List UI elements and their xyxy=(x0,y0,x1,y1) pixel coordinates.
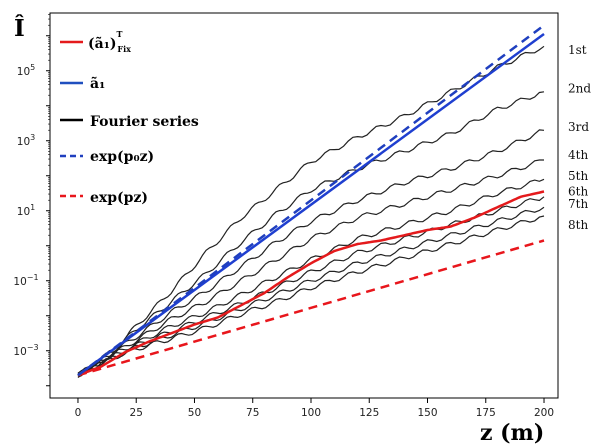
order-label: 3rd xyxy=(568,120,589,134)
order-label: 6th xyxy=(568,185,588,199)
x-tick-label: 50 xyxy=(188,407,201,419)
x-tick-label: 75 xyxy=(246,407,259,419)
y-tick-label: 101 xyxy=(17,203,35,218)
legend-sub-fix: Fix xyxy=(117,44,131,54)
order-label: 8th xyxy=(568,218,588,232)
x-axis-ticks: 0 25 50 75 100 125 150 175 200 xyxy=(75,398,554,419)
x-tick-label: 125 xyxy=(359,407,379,419)
order-label: 2nd xyxy=(568,81,591,95)
series-line-fourier-5th xyxy=(77,178,545,378)
series-line-p xyxy=(77,239,545,377)
y-axis-label: Î xyxy=(14,15,25,42)
x-tick-label: 100 xyxy=(301,407,321,419)
series-line-fix xyxy=(77,190,545,377)
y-tick-label: 105 xyxy=(17,63,35,78)
order-label: 7th xyxy=(568,197,588,211)
y-tick-label: 10−3 xyxy=(13,343,38,358)
order-label: 5th xyxy=(568,169,588,183)
plot-frame xyxy=(49,12,559,399)
legend-label-fix: (ã₁)T Fix xyxy=(88,29,131,54)
order-label: 4th xyxy=(568,148,588,162)
y-axis-ticks: 105 103 101 10−1 10−3 xyxy=(13,14,50,387)
legend-label-p: exp(pz) xyxy=(90,190,148,206)
legend-label-fourier: Fourier series xyxy=(90,114,199,130)
series-line-fourier-2nd xyxy=(77,91,545,374)
series-line-fourier-6th xyxy=(77,196,545,379)
x-axis-label: z (m) xyxy=(480,420,544,446)
legend-text-fix: (ã₁) xyxy=(88,35,116,52)
y-tick-label: 103 xyxy=(17,133,35,148)
order-label: 1st xyxy=(568,43,587,57)
series-layer xyxy=(77,24,545,379)
x-tick-label: 0 xyxy=(75,407,82,419)
series-line-fourier-3rd xyxy=(77,129,545,374)
legend-label-p0: exp(p₀z) xyxy=(90,149,154,165)
legend-sup-fix: T xyxy=(116,29,122,39)
series-line-fourier-7th xyxy=(77,206,545,377)
legend-label-a1: ã₁ xyxy=(90,75,105,92)
x-tick-label: 200 xyxy=(534,407,554,419)
legend: (ã₁)T Fix ã₁ Fourier series exp(p₀z) exp(… xyxy=(60,29,199,206)
series-line-fourier-4th xyxy=(77,159,544,376)
x-tick-label: 150 xyxy=(417,407,437,419)
x-tick-label: 175 xyxy=(476,407,496,419)
y-tick-label: 10−1 xyxy=(13,273,38,288)
x-tick-label: 25 xyxy=(130,407,143,419)
series-line-p0 xyxy=(77,24,545,377)
series-line-fourier-8th xyxy=(77,215,545,375)
series-line-fourier-1st xyxy=(77,45,545,376)
